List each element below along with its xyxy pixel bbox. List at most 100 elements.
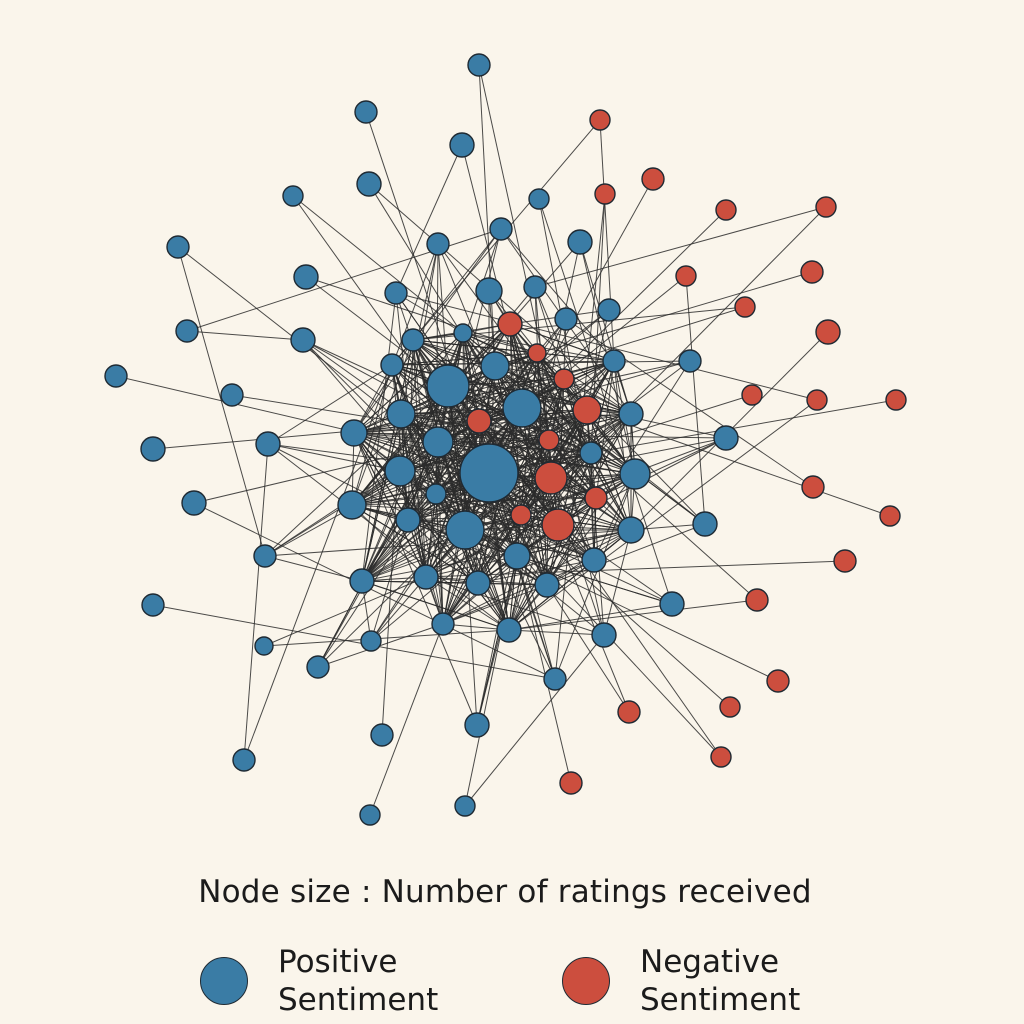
positive-sentiment-node [422,426,454,458]
positive-sentiment-node [618,401,644,427]
graph-edge [305,276,538,354]
graph-edge [508,399,818,631]
graph-edge [464,360,691,531]
graph-edge [546,497,597,586]
negative-sentiment-node [800,260,824,284]
graph-edge [464,529,478,726]
positive-sentiment-node [579,441,603,465]
negative-sentiment-node [541,508,575,542]
positive-sentiment-node [465,570,491,596]
positive-sentiment-node [426,232,450,256]
node-layer [104,53,907,826]
graph-edge [267,364,393,445]
graph-edge [395,292,427,578]
graph-edge [442,559,595,625]
graph-edge [243,443,269,761]
graph-edge [516,555,779,682]
network-graph [104,53,907,826]
positive-sentiment-node [480,351,510,381]
negative-sentiment-node [806,389,828,411]
positive-sentiment-node [554,307,578,331]
positive-sentiment-node [713,425,739,451]
positive-sentiment-node [337,490,367,520]
legend-label-positive: Positive Sentiment [278,944,439,1018]
graph-edge [546,584,630,713]
graph-edge [395,292,464,334]
positive-sentiment-node [384,455,416,487]
graph-edge [353,339,414,434]
graph-edge [412,228,502,341]
graph-edge [186,330,304,341]
graph-edge [476,555,518,726]
graph-edge [478,309,610,422]
positive-sentiment-node [380,353,404,377]
graph-edge [264,555,363,582]
graph-edge [437,243,592,454]
graph-edge [550,477,605,636]
positive-sentiment-node [523,275,547,299]
graph-edge [407,473,636,521]
graph-edge [464,555,518,807]
positive-sentiment-node [306,655,330,679]
positive-sentiment-node [475,277,503,305]
positive-sentiment-node [528,188,550,210]
graph-edge [361,352,538,582]
positive-sentiment-node [232,748,256,772]
positive-sentiment-node [386,399,416,429]
positive-sentiment-node [359,804,381,826]
graph-edge [534,286,565,380]
graph-edge [368,183,439,245]
positive-sentiment-node [384,281,408,305]
graph-edge [400,413,592,454]
positive-sentiment-node [356,171,382,197]
graph-edge [263,576,427,647]
graph-edge [351,364,393,506]
positive-sentiment-node [453,323,473,343]
positive-sentiment-node [425,483,447,505]
negative-sentiment-node [584,486,608,510]
legend-item-positive: Positive Sentiment [200,944,478,1018]
negative-sentiment-node [572,395,602,425]
positive-sentiment-node [602,349,626,373]
positive-sentiment-node [591,622,617,648]
positive-sentiment-node [503,542,531,570]
negative-sentiment-node [833,549,857,573]
negative-sentiment-node [594,183,616,205]
graph-edge [400,243,439,415]
positive-sentiment-node [449,132,475,158]
positive-sentiment-node [426,364,470,408]
positive-sentiment-node [141,593,165,617]
positive-sentiment-node [597,298,621,322]
graph-edge [685,275,706,525]
graph-edge [177,246,266,557]
positive-sentiment-node [254,636,274,656]
graph-edge [400,413,722,758]
positive-sentiment-node [293,264,319,290]
positive-sentiment-swatch [200,957,248,1005]
graph-edge [353,228,502,434]
positive-sentiment-node [166,235,190,259]
negative-sentiment-node [534,461,568,495]
graph-edge [264,360,615,557]
positive-sentiment-node [617,516,645,544]
positive-sentiment-node [340,419,368,447]
graph-edge [370,514,522,642]
negative-sentiment-node [641,167,665,191]
graph-edge [317,420,480,668]
negative-sentiment-node [497,311,523,337]
graph-edge [478,64,496,367]
graph-edge [478,420,597,499]
graph-edge [370,576,427,642]
positive-sentiment-node [454,795,476,817]
negative-sentiment-node [675,265,697,287]
graph-edge [508,599,758,631]
negative-sentiment-node [715,199,737,221]
graph-edge [353,432,409,521]
positive-sentiment-node [349,568,375,594]
graph-edge [442,584,548,625]
negative-sentiment-node [617,700,641,724]
graph-edge [391,364,559,526]
negative-sentiment-node [538,429,560,451]
graph-edge [391,360,691,366]
graph-edge [521,275,687,409]
